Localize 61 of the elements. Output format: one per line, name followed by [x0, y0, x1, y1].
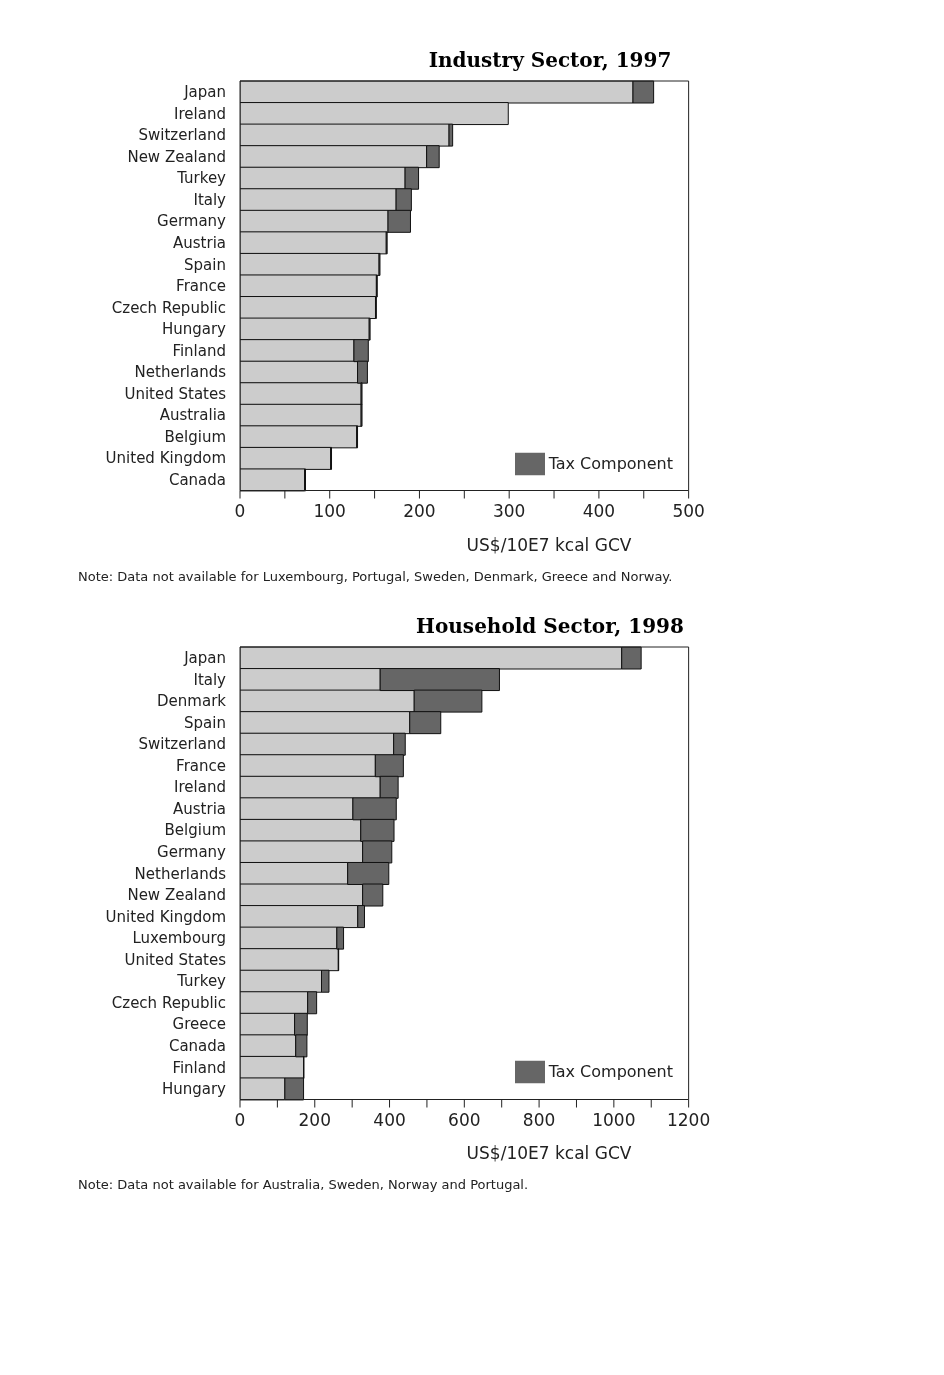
chart-title: Industry Sector, 1997	[427, 48, 673, 72]
y-tick-label: United Kingdom	[105, 449, 226, 468]
x-tick-label: 200	[403, 500, 436, 521]
x-tick-label: 400	[373, 1109, 406, 1130]
text: Note: Data not available for Luxembourg, Portugal, Sweden, Denmark, Greece and Norway.	[78, 568, 674, 584]
y-tick-label: Japan	[183, 648, 226, 667]
y-tick-label: Spain	[184, 713, 226, 732]
y-tick-label: Austria	[173, 233, 226, 252]
y-tick-label: Spain	[184, 255, 226, 274]
x-tick-label: 0	[234, 1109, 246, 1130]
legend-label: Tax Component	[548, 1061, 673, 1081]
x-tick-label: 600	[448, 1109, 481, 1130]
y-tick-label: Hungary	[161, 1079, 227, 1098]
y-tick-label: Ireland	[174, 777, 226, 796]
y-tick-label: France	[176, 756, 226, 775]
y-tick-label: Belgium	[164, 427, 226, 446]
chart-title: Household Sector, 1998	[415, 613, 685, 638]
y-tick-label: United States	[124, 384, 227, 403]
x-tick-label: 0	[234, 500, 246, 521]
y-tick-label: Finland	[172, 341, 226, 360]
y-tick-label: Germany	[157, 842, 227, 861]
y-tick-label: France	[176, 277, 226, 296]
y-tick-label: Germany	[157, 212, 227, 231]
y-tick-label: Canada	[168, 471, 226, 490]
y-tick-label: Denmark	[157, 691, 227, 710]
y-tick-label: Switzerland	[138, 126, 226, 145]
y-tick-label: Ireland	[174, 104, 226, 123]
y-tick-label: Australia	[159, 406, 226, 425]
y-tick-label: Austria	[173, 799, 226, 818]
y-tick-label: Canada	[168, 1036, 226, 1055]
x-tick-label: 1000	[592, 1109, 636, 1130]
y-tick-label: Hungary	[161, 320, 227, 339]
y-tick-label: Italy	[193, 190, 227, 209]
y-tick-label: Italy	[193, 670, 227, 689]
x-tick-label: 200	[298, 1109, 331, 1130]
y-tick-label: Czech Republic	[111, 298, 226, 317]
y-tick-label: Turkey	[176, 169, 227, 188]
y-tick-label: New Zealand	[127, 147, 226, 166]
x-tick-label: 400	[582, 500, 616, 521]
text: Note: Data not available for Australia, Sweden, Norway and Portugal.	[78, 1177, 530, 1192]
y-tick-label: Switzerland	[138, 734, 226, 753]
x-axis-title: US$/10E7 kcal GCV	[465, 1143, 633, 1163]
legend-label: Tax Component	[548, 453, 673, 472]
y-tick-label: Netherlands	[134, 363, 227, 382]
y-tick-label: Luxembourg	[132, 928, 226, 947]
y-tick-label: United States	[124, 950, 227, 969]
x-tick-label: 800	[522, 1109, 556, 1130]
y-tick-label: Netherlands	[134, 864, 227, 883]
x-axis-title: US$/10E7 kcal GCV	[465, 534, 633, 555]
y-tick-label: Czech Republic	[111, 993, 226, 1012]
y-tick-label: Japan	[183, 83, 226, 102]
y-tick-label: Finland	[172, 1058, 226, 1076]
x-tick-label: 500	[672, 500, 705, 521]
y-tick-label: Belgium	[164, 820, 226, 839]
y-tick-label: United Kingdom	[105, 907, 226, 926]
y-tick-label: New Zealand	[127, 885, 226, 904]
x-tick-label: 300	[492, 500, 526, 521]
x-tick-label: 100	[313, 500, 346, 521]
y-tick-label: Greece	[172, 1014, 226, 1033]
x-tick-label: 1200	[666, 1109, 711, 1130]
y-tick-label: Turkey	[176, 971, 227, 990]
